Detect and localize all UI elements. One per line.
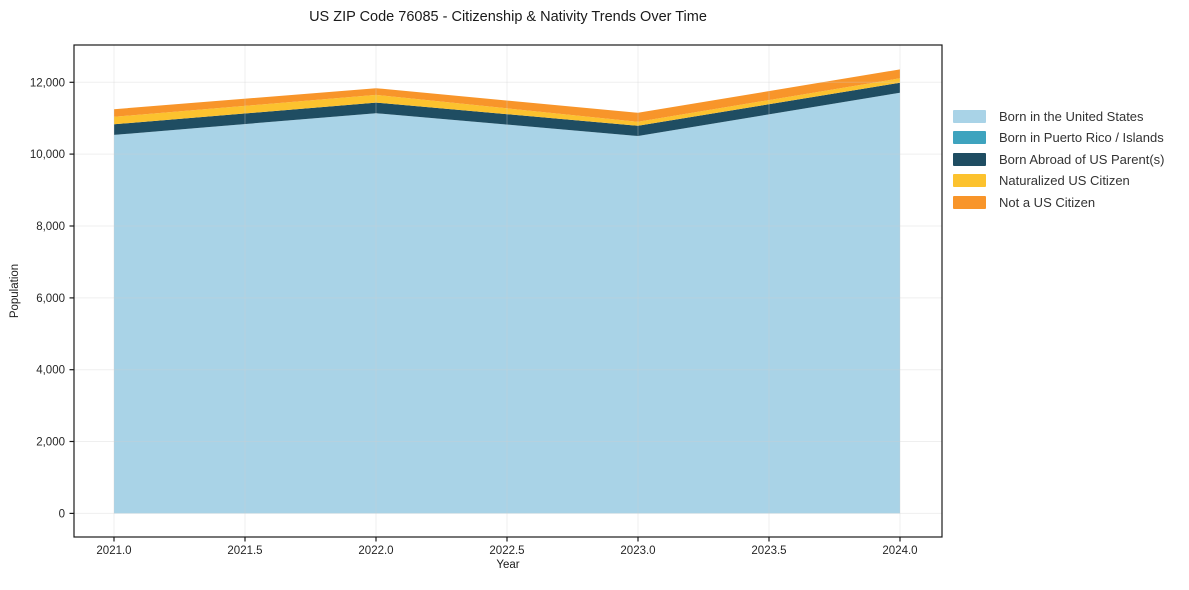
- legend-label: Naturalized US Citizen: [999, 173, 1130, 188]
- x-tick-label: 2023.5: [751, 545, 786, 557]
- legend-item-4: Not a US Citizen: [953, 194, 1164, 210]
- y-axis-label: Population: [9, 263, 21, 319]
- legend-item-1: Born in Puerto Rico / Islands: [953, 130, 1164, 145]
- legend-swatch: [953, 174, 986, 187]
- legend-item-0: Born in the United States: [953, 108, 1164, 124]
- legend-swatch: [953, 109, 986, 123]
- x-tick-label: 2022.5: [489, 545, 524, 557]
- area-series-0: [114, 92, 900, 514]
- y-tick-label: 6,000: [36, 293, 65, 305]
- x-tick-label: 2021.0: [96, 545, 131, 557]
- y-tick-label: 10,000: [30, 149, 65, 161]
- legend-item-2: Born Abroad of US Parent(s): [953, 151, 1165, 167]
- legend-swatch: [953, 131, 986, 144]
- x-tick-label: 2024.0: [882, 545, 917, 557]
- legend: Born in the United States Born in Puerto …: [953, 108, 1165, 210]
- area-series-4: [114, 69, 900, 122]
- x-tick-label: 2023.0: [620, 545, 655, 557]
- legend-swatch: [953, 152, 986, 166]
- x-axis-label: Year: [496, 559, 520, 571]
- y-tick-label: 4,000: [36, 365, 65, 377]
- legend-label: Not a US Citizen: [999, 194, 1096, 210]
- legend-label: Born Abroad of US Parent(s): [999, 151, 1165, 167]
- legend-swatch: [953, 195, 986, 209]
- y-tick-label: 8,000: [36, 221, 65, 233]
- x-tick-label: 2022.0: [358, 545, 393, 557]
- axes-frame: [73, 44, 943, 538]
- y-tick-label: 0: [59, 508, 65, 520]
- area-series-3: [114, 78, 900, 126]
- y-tick-label: 2,000: [36, 437, 65, 449]
- legend-label: Born in Puerto Rico / Islands: [999, 130, 1164, 145]
- x-tick-label: 2021.5: [227, 545, 262, 557]
- area-series-2: [114, 82, 900, 136]
- legend-label: Born in the United States: [999, 108, 1144, 124]
- y-tick-label: 12,000: [30, 77, 65, 89]
- legend-item-3: Naturalized US Citizen: [953, 173, 1164, 188]
- chart-title: US ZIP Code 76085 - Citizenship & Nativi…: [309, 9, 707, 25]
